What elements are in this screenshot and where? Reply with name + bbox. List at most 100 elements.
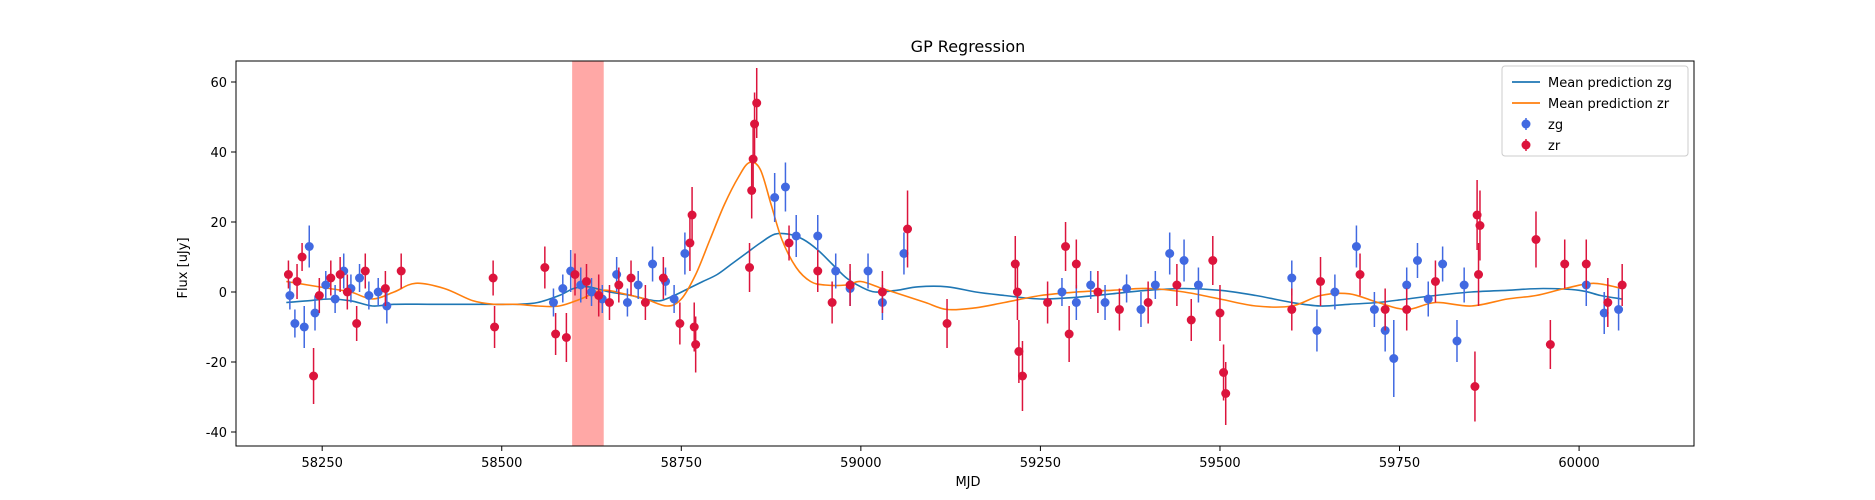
data-point xyxy=(352,319,362,328)
data-point xyxy=(813,231,823,241)
data-point xyxy=(877,287,887,297)
data-point xyxy=(1581,259,1591,269)
data-point xyxy=(770,193,780,202)
data-point xyxy=(1452,336,1462,346)
data-point xyxy=(561,333,571,342)
data-point xyxy=(942,319,952,328)
data-point xyxy=(1221,389,1231,398)
data-point xyxy=(558,284,568,293)
data-point xyxy=(321,280,331,290)
legend-label: Mean prediction zr xyxy=(1548,97,1670,112)
data-point xyxy=(1012,287,1022,297)
y-tick-label: 0 xyxy=(219,286,227,301)
data-point xyxy=(614,280,624,290)
data-point xyxy=(1086,280,1096,290)
data-point xyxy=(687,210,697,220)
data-point xyxy=(903,224,913,234)
data-point xyxy=(581,277,591,286)
shaded-region xyxy=(572,61,604,446)
data-point xyxy=(1179,256,1189,265)
data-point xyxy=(587,287,597,297)
data-point xyxy=(1165,249,1175,258)
x-tick-label: 59750 xyxy=(1379,456,1420,471)
data-point xyxy=(380,284,390,293)
data-point xyxy=(1071,298,1081,307)
data-point xyxy=(1355,270,1365,279)
data-point xyxy=(827,298,837,307)
data-point xyxy=(622,298,632,307)
data-point xyxy=(780,182,790,192)
data-point xyxy=(1412,256,1422,265)
data-point xyxy=(689,322,699,332)
data-point xyxy=(304,242,314,251)
legend-marker-swatch xyxy=(1521,140,1531,150)
data-point xyxy=(382,301,392,311)
data-point xyxy=(1402,280,1412,290)
data-point xyxy=(1014,347,1024,356)
data-point xyxy=(299,322,309,332)
data-point xyxy=(1172,280,1182,290)
data-point xyxy=(612,270,622,279)
x-tick-label: 58500 xyxy=(481,456,522,471)
data-point xyxy=(373,287,383,297)
data-point xyxy=(1287,305,1297,314)
legend-box xyxy=(1501,65,1689,157)
data-point xyxy=(813,266,823,276)
x-tick-label: 60000 xyxy=(1558,456,1599,471)
data-point xyxy=(1330,287,1340,297)
legend-label: zr xyxy=(1548,139,1561,154)
data-point xyxy=(335,270,345,279)
data-point xyxy=(1459,280,1469,290)
data-point xyxy=(360,266,370,276)
data-point xyxy=(594,291,604,300)
data-point xyxy=(488,273,498,283)
y-tick-label: -40 xyxy=(206,426,227,441)
data-point xyxy=(551,329,561,339)
axes: 58250 58500 58750 59000 59250 59500 59750 60000… xyxy=(206,60,1695,471)
y-tick-label: 60 xyxy=(210,76,227,91)
data-point xyxy=(1316,277,1326,286)
data-point xyxy=(863,266,873,276)
data-point xyxy=(1061,242,1071,251)
data-point xyxy=(1402,305,1412,314)
data-point xyxy=(1219,368,1229,377)
data-point xyxy=(1312,326,1322,335)
data-point xyxy=(648,259,658,269)
data-point xyxy=(1093,287,1103,297)
data-point xyxy=(1010,259,1020,269)
data-point xyxy=(342,287,352,297)
data-point xyxy=(791,231,801,241)
data-point xyxy=(1351,242,1361,251)
data-point xyxy=(310,308,320,318)
data-point xyxy=(669,294,679,304)
x-tick-label: 59500 xyxy=(1199,456,1240,471)
data-point xyxy=(1475,221,1485,230)
data-point xyxy=(899,249,909,258)
data-point xyxy=(1617,280,1627,290)
data-point xyxy=(745,263,755,272)
data-point xyxy=(314,291,324,300)
legend-label: Mean prediction zg xyxy=(1548,76,1672,91)
data-point xyxy=(548,298,558,307)
data-point xyxy=(540,263,550,272)
data-point xyxy=(285,291,295,300)
data-point xyxy=(309,371,319,381)
data-point xyxy=(330,294,340,304)
y-axis-title: Flux [uJy] xyxy=(176,237,191,298)
data-point xyxy=(831,266,841,276)
data-point xyxy=(1150,280,1160,290)
series-points-zr xyxy=(283,68,1627,425)
data-point xyxy=(747,186,757,195)
data-point xyxy=(845,280,855,290)
data-point xyxy=(1389,354,1399,363)
data-point xyxy=(784,238,794,248)
data-point xyxy=(1369,305,1379,314)
data-point xyxy=(1057,287,1067,297)
chart-title: GP Regression xyxy=(911,37,1026,56)
x-tick-label: 58750 xyxy=(661,456,702,471)
data-point xyxy=(1545,340,1555,349)
data-point xyxy=(1531,235,1541,244)
data-point xyxy=(326,273,336,283)
data-point xyxy=(748,154,758,164)
